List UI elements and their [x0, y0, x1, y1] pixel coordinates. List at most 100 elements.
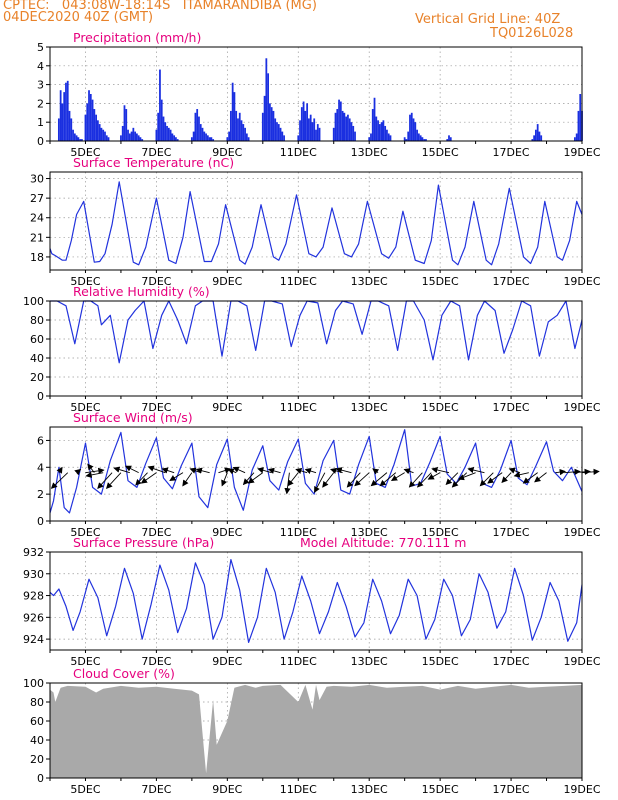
- precip-bar: [175, 137, 177, 141]
- panel-frame: [49, 551, 583, 651]
- precip-bar: [75, 135, 78, 141]
- precip-bar: [279, 127, 282, 141]
- precip-bar: [416, 129, 418, 141]
- precip-bar: [338, 99, 340, 141]
- precip-bar: [233, 92, 236, 141]
- wind-arrow: [403, 468, 414, 475]
- precip-bar: [159, 69, 161, 141]
- wind-arrow: [522, 472, 538, 484]
- wind-arrow: [555, 468, 566, 476]
- wind-arrow: [408, 472, 423, 488]
- precip-bar: [201, 127, 204, 141]
- y-tick-label: 20: [30, 753, 44, 766]
- wind-arrow: [284, 472, 291, 495]
- y-tick-label: 1: [37, 116, 44, 129]
- y-tick-label: 928: [23, 590, 44, 603]
- precip-bar: [105, 135, 108, 141]
- wind-arrow: [147, 465, 166, 474]
- precip-bar: [231, 82, 234, 141]
- panel-title: Surface Temperature (nC): [73, 155, 234, 170]
- x-tick-label: 5DEC: [70, 655, 100, 668]
- precip-bar: [245, 133, 248, 141]
- x-tick-label: 15DEC: [422, 783, 459, 796]
- wind-arrow: [335, 467, 352, 474]
- precip-bar: [575, 133, 578, 141]
- precip-bar: [281, 131, 284, 141]
- x-tick-label: 19DEC: [563, 783, 600, 796]
- y-tick-label: 4: [37, 461, 44, 474]
- wind-arrow: [161, 467, 175, 474]
- precip-bar: [95, 114, 97, 141]
- precip-bar: [128, 133, 131, 141]
- wind-arrow: [169, 472, 184, 481]
- wind-arrow: [232, 466, 246, 474]
- precip-bar: [277, 124, 280, 141]
- precip-bar: [96, 120, 99, 141]
- y-tick-label: 932: [23, 546, 44, 559]
- precip-bar: [73, 133, 76, 141]
- precip-bar: [536, 124, 539, 141]
- precip-bar: [302, 101, 305, 141]
- precip-bar: [343, 112, 346, 141]
- y-tick-label: 30: [30, 173, 44, 186]
- panel-1: Precipitation (mm/h) 0 1 2 3 4 5 5DEC 7DEC 9DEC 11…: [37, 30, 601, 159]
- y-tick-label: 0: [37, 390, 44, 403]
- x-tick-label: 19DEC: [563, 146, 600, 159]
- precip-bar: [339, 101, 342, 141]
- precip-bar: [229, 110, 232, 141]
- series-line: [50, 300, 583, 364]
- y-tick-label: 20: [30, 371, 44, 384]
- y-tick-label: 0: [37, 515, 44, 528]
- panel-title: Precipitation (mm/h): [73, 30, 201, 45]
- station-header: CPTEC: 043:08W-18:14S ITAMARANDIBA (MG): [3, 0, 317, 13]
- precip-bar: [244, 127, 246, 141]
- precip-bar: [263, 95, 266, 141]
- precip-bar: [81, 139, 83, 141]
- precip-bar: [421, 137, 424, 141]
- wind-arrow: [113, 466, 130, 474]
- y-tick-label: 21: [30, 231, 44, 244]
- y-tick-label: 0: [37, 135, 44, 148]
- x-tick-label: 13DEC: [351, 655, 388, 668]
- x-tick-label: 5DEC: [70, 401, 100, 414]
- precip-bar: [89, 94, 92, 141]
- x-tick-label: 17DEC: [493, 655, 530, 668]
- wind-arrow: [581, 468, 600, 475]
- y-tick-label: 100: [23, 677, 44, 690]
- precip-bar: [538, 131, 541, 141]
- precip-bar: [125, 109, 128, 141]
- precip-bar: [387, 133, 390, 141]
- precip-bar: [267, 73, 270, 141]
- x-tick-label: 19DEC: [563, 526, 600, 539]
- wind-arrow: [457, 472, 476, 481]
- wind-arrow: [287, 472, 299, 487]
- precip-bar: [206, 135, 209, 141]
- wind-arrow: [87, 463, 95, 473]
- precip-bar: [405, 139, 408, 141]
- x-tick-label: 7DEC: [141, 275, 171, 288]
- x-tick-label: 15DEC: [422, 655, 459, 668]
- x-tick-label: 9DEC: [212, 146, 242, 159]
- wind-arrow: [513, 471, 529, 478]
- wind-arrow: [295, 467, 308, 474]
- wind-arrow: [427, 472, 441, 480]
- x-tick-label: 15DEC: [422, 275, 459, 288]
- run-date-label: 04DEC2020 40Z (GMT): [3, 10, 154, 25]
- precip-bar: [157, 112, 160, 141]
- precip-bar: [167, 127, 170, 141]
- series-line: [49, 559, 583, 643]
- precip-bar: [205, 133, 207, 141]
- panel-title: Surface Wind (m/s): [73, 410, 193, 425]
- precip-bar: [417, 133, 420, 141]
- precip-bar: [336, 109, 339, 141]
- precip-bar: [226, 137, 229, 141]
- precip-bar: [304, 110, 307, 141]
- precip-bar: [540, 135, 543, 141]
- precip-bar: [77, 137, 80, 141]
- precip-bar: [389, 135, 392, 141]
- precip-bar: [371, 109, 374, 141]
- y-tick-label: 24: [30, 212, 44, 225]
- precip-bar: [86, 103, 89, 141]
- wind-arrow: [354, 472, 370, 487]
- precip-bar: [347, 114, 349, 141]
